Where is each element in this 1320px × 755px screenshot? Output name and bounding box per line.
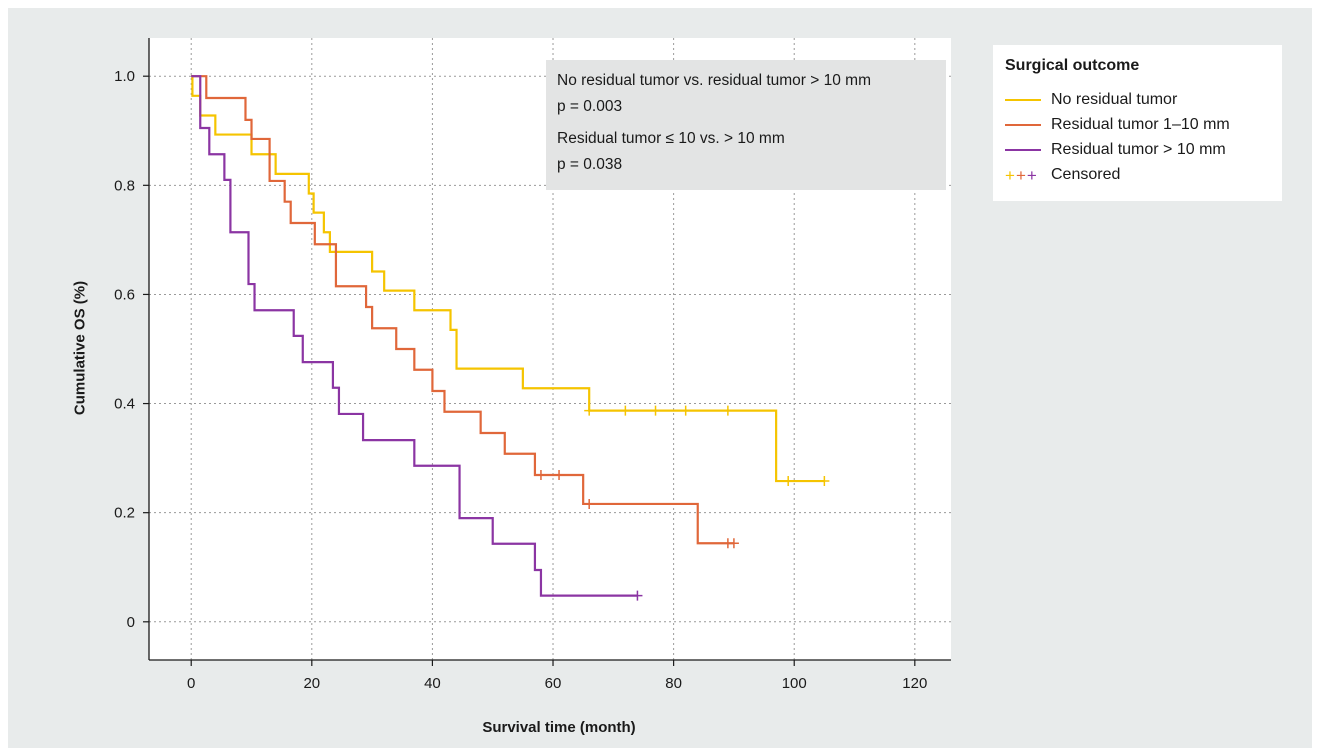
censor-mark — [632, 590, 643, 601]
y-tick-label: 0 — [127, 614, 135, 631]
p-value-annotation: No residual tumor vs. residual tumor > 1… — [546, 60, 946, 190]
x-tick-label: 120 — [902, 675, 927, 692]
legend-item-residual-gt-10: Residual tumor > 10 mm — [1005, 139, 1226, 161]
y-tick-label: 0.4 — [114, 396, 135, 413]
survival-curve-1 — [191, 75, 734, 545]
annotation-line-3: Residual tumor ≤ 10 vs. > 10 mm — [557, 130, 785, 147]
y-tick-label: 1.0 — [114, 68, 135, 85]
axes — [143, 38, 951, 666]
y-tick-label: 0.8 — [114, 177, 135, 194]
censored-marker-icon: +++ — [1005, 165, 1038, 185]
censor-mark — [535, 470, 546, 481]
legend-label-residual-gt-10: Residual tumor > 10 mm — [1051, 141, 1226, 158]
x-tick-label: 40 — [424, 675, 441, 692]
tick-labels: 0 20 40 60 80 100 120 0 0.2 0.4 0.6 0.8 1.0 — [114, 68, 927, 692]
censor-mark — [650, 405, 661, 416]
legend-item-no-residual: No residual tumor — [1005, 89, 1177, 111]
x-tick-label: 100 — [782, 675, 807, 692]
censor-mark — [584, 498, 595, 509]
legend-title: Surgical outcome — [1005, 57, 1140, 74]
annotation-line-4: p = 0.038 — [557, 156, 623, 173]
censor-mark — [620, 405, 631, 416]
x-tick-label: 0 — [187, 675, 195, 692]
censor-mark — [680, 405, 691, 416]
legend-swatch-no-residual — [1005, 99, 1041, 101]
y-tick-label: 0.6 — [114, 286, 135, 303]
y-tick-label: 0.2 — [114, 505, 135, 522]
legend-item-censored: +++ Censored — [1005, 164, 1120, 186]
y-axis-label: Cumulative OS (%) — [71, 280, 89, 416]
x-tick-label: 60 — [545, 675, 562, 692]
censor-marks — [535, 405, 830, 601]
x-tick-label: 20 — [303, 675, 320, 692]
annotation-line-2: p = 0.003 — [557, 98, 623, 115]
censor-mark — [554, 470, 565, 481]
legend: Surgical outcome No residual tumor Resid… — [993, 45, 1282, 201]
x-axis-label: Survival time (month) — [482, 719, 636, 736]
censor-mark — [819, 476, 830, 487]
legend-label-residual-1-10: Residual tumor 1–10 mm — [1051, 116, 1230, 133]
figure-panel: 0 20 40 60 80 100 120 0 0.2 0.4 0.6 0.8 1.0 No resid… — [8, 8, 1312, 748]
censor-mark — [728, 538, 739, 549]
censor-mark — [584, 405, 595, 416]
x-tick-label: 80 — [665, 675, 682, 692]
censor-mark — [783, 476, 794, 487]
legend-label-censored: Censored — [1051, 166, 1121, 183]
legend-item-residual-1-10: Residual tumor 1–10 mm — [1005, 114, 1230, 136]
censor-mark — [722, 405, 733, 416]
annotation-line-1: No residual tumor vs. residual tumor > 1… — [557, 72, 871, 89]
survival-curve-0 — [191, 75, 825, 483]
survival-curves — [191, 75, 825, 597]
survival-curve-2 — [191, 75, 638, 597]
legend-label-no-residual: No residual tumor — [1051, 91, 1178, 108]
legend-swatch-residual-1-10 — [1005, 124, 1041, 126]
legend-swatch-residual-gt-10 — [1005, 149, 1041, 151]
